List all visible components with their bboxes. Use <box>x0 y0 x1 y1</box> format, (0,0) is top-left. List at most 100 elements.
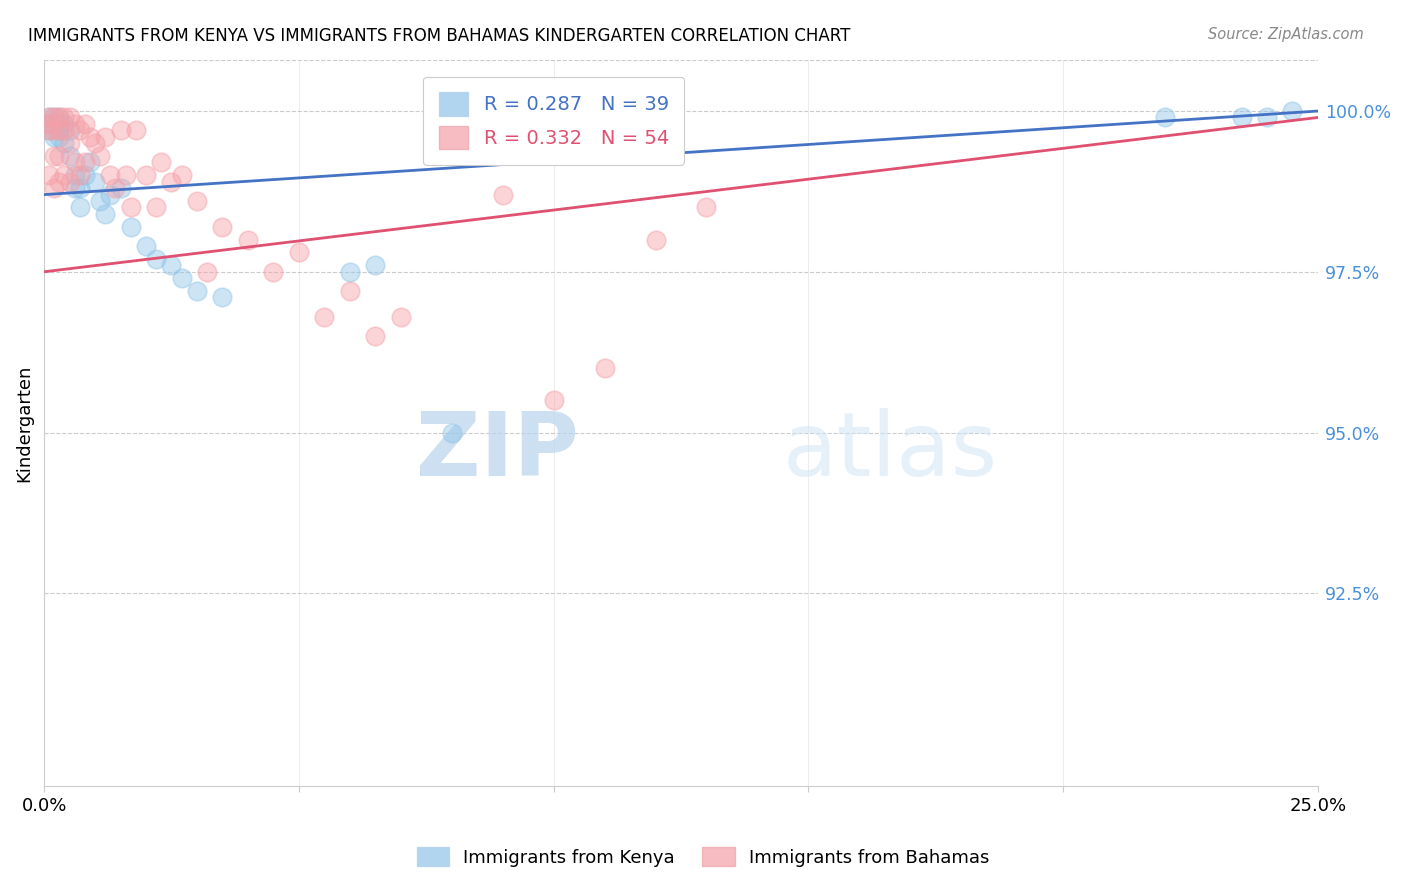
Point <box>110 123 132 137</box>
Point <box>160 175 183 189</box>
Point <box>364 258 387 272</box>
Point <box>160 258 183 272</box>
Point <box>98 169 121 183</box>
Text: Source: ZipAtlas.com: Source: ZipAtlas.com <box>1208 27 1364 42</box>
Point <box>48 175 70 189</box>
Point <box>135 239 157 253</box>
Point <box>211 219 233 234</box>
Point <box>120 219 142 234</box>
Point <box>38 111 60 125</box>
Point <box>38 117 60 131</box>
Point <box>145 201 167 215</box>
Point <box>120 201 142 215</box>
Point <box>63 117 86 131</box>
Point <box>170 271 193 285</box>
Point <box>79 129 101 144</box>
Point <box>695 201 717 215</box>
Point <box>186 194 208 208</box>
Point <box>58 136 80 151</box>
Point <box>38 169 60 183</box>
Point <box>38 111 60 125</box>
Point <box>94 129 117 144</box>
Point <box>73 117 96 131</box>
Point <box>1154 111 1177 125</box>
Point <box>53 169 76 183</box>
Point <box>89 149 111 163</box>
Point <box>339 284 361 298</box>
Point <box>69 181 91 195</box>
Point <box>48 111 70 125</box>
Point <box>644 233 666 247</box>
Point <box>339 265 361 279</box>
Point <box>48 123 70 137</box>
Point <box>98 187 121 202</box>
Point <box>44 129 66 144</box>
Point <box>53 136 76 151</box>
Point <box>125 123 148 137</box>
Point <box>314 310 336 324</box>
Point <box>38 123 60 137</box>
Point <box>58 175 80 189</box>
Point <box>44 117 66 131</box>
Point <box>84 136 107 151</box>
Text: IMMIGRANTS FROM KENYA VS IMMIGRANTS FROM BAHAMAS KINDERGARTEN CORRELATION CHART: IMMIGRANTS FROM KENYA VS IMMIGRANTS FROM… <box>28 27 851 45</box>
Text: atlas: atlas <box>783 409 998 495</box>
Point <box>236 233 259 247</box>
Point <box>63 155 86 169</box>
Point <box>53 117 76 131</box>
Point <box>110 181 132 195</box>
Point <box>69 123 91 137</box>
Point <box>44 149 66 163</box>
Point <box>389 310 412 324</box>
Point <box>44 123 66 137</box>
Point <box>58 111 80 125</box>
Point <box>1256 111 1278 125</box>
Y-axis label: Kindergarten: Kindergarten <box>15 364 32 482</box>
Point <box>492 187 515 202</box>
Point <box>543 393 565 408</box>
Point <box>48 123 70 137</box>
Point <box>73 155 96 169</box>
Legend: R = 0.287   N = 39, R = 0.332   N = 54: R = 0.287 N = 39, R = 0.332 N = 54 <box>423 77 685 165</box>
Point <box>48 117 70 131</box>
Point <box>170 169 193 183</box>
Point <box>73 169 96 183</box>
Point <box>150 155 173 169</box>
Point <box>48 129 70 144</box>
Point <box>288 245 311 260</box>
Point <box>79 155 101 169</box>
Point <box>1281 103 1303 118</box>
Point <box>58 149 80 163</box>
Point <box>195 265 218 279</box>
Point <box>94 207 117 221</box>
Point <box>69 169 91 183</box>
Point <box>53 111 76 125</box>
Point <box>48 149 70 163</box>
Point <box>63 181 86 195</box>
Point <box>211 291 233 305</box>
Point <box>38 123 60 137</box>
Point <box>1230 111 1253 125</box>
Point <box>38 117 60 131</box>
Point <box>53 123 76 137</box>
Point <box>135 169 157 183</box>
Legend: Immigrants from Kenya, Immigrants from Bahamas: Immigrants from Kenya, Immigrants from B… <box>409 840 997 874</box>
Point <box>63 169 86 183</box>
Point <box>44 181 66 195</box>
Point <box>145 252 167 266</box>
Point <box>44 111 66 125</box>
Point <box>89 194 111 208</box>
Point <box>69 201 91 215</box>
Text: ZIP: ZIP <box>416 409 579 495</box>
Point <box>44 111 66 125</box>
Point <box>84 175 107 189</box>
Point <box>186 284 208 298</box>
Point <box>593 361 616 376</box>
Point <box>104 181 127 195</box>
Point <box>364 329 387 343</box>
Point <box>440 425 463 440</box>
Point <box>114 169 136 183</box>
Point <box>48 111 70 125</box>
Point <box>262 265 284 279</box>
Point <box>58 123 80 137</box>
